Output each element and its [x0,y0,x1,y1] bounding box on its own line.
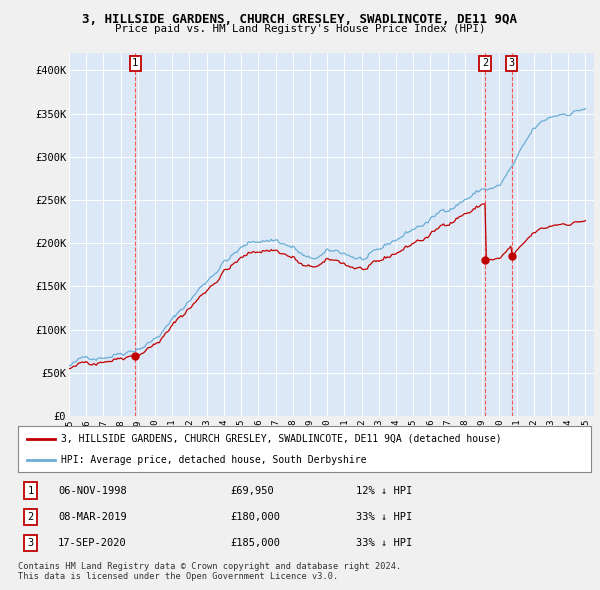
Text: 3, HILLSIDE GARDENS, CHURCH GRESLEY, SWADLINCOTE, DE11 9QA (detached house): 3, HILLSIDE GARDENS, CHURCH GRESLEY, SWA… [61,434,502,444]
Text: 2: 2 [28,512,34,522]
Text: 08-MAR-2019: 08-MAR-2019 [58,512,127,522]
Text: 06-NOV-1998: 06-NOV-1998 [58,486,127,496]
Text: 1: 1 [132,58,139,68]
Text: 3: 3 [28,538,34,548]
Text: 3, HILLSIDE GARDENS, CHURCH GRESLEY, SWADLINCOTE, DE11 9QA: 3, HILLSIDE GARDENS, CHURCH GRESLEY, SWA… [83,13,517,26]
Text: 1: 1 [28,486,34,496]
Text: 33% ↓ HPI: 33% ↓ HPI [356,538,412,548]
Text: Price paid vs. HM Land Registry's House Price Index (HPI): Price paid vs. HM Land Registry's House … [115,24,485,34]
Text: £180,000: £180,000 [230,512,280,522]
Text: 3: 3 [509,58,515,68]
Text: 12% ↓ HPI: 12% ↓ HPI [356,486,412,496]
Text: Contains HM Land Registry data © Crown copyright and database right 2024.
This d: Contains HM Land Registry data © Crown c… [18,562,401,581]
Text: 2: 2 [482,58,488,68]
Text: 17-SEP-2020: 17-SEP-2020 [58,538,127,548]
Text: £185,000: £185,000 [230,538,280,548]
Text: £69,950: £69,950 [230,486,274,496]
Text: 33% ↓ HPI: 33% ↓ HPI [356,512,412,522]
Text: HPI: Average price, detached house, South Derbyshire: HPI: Average price, detached house, Sout… [61,455,367,466]
